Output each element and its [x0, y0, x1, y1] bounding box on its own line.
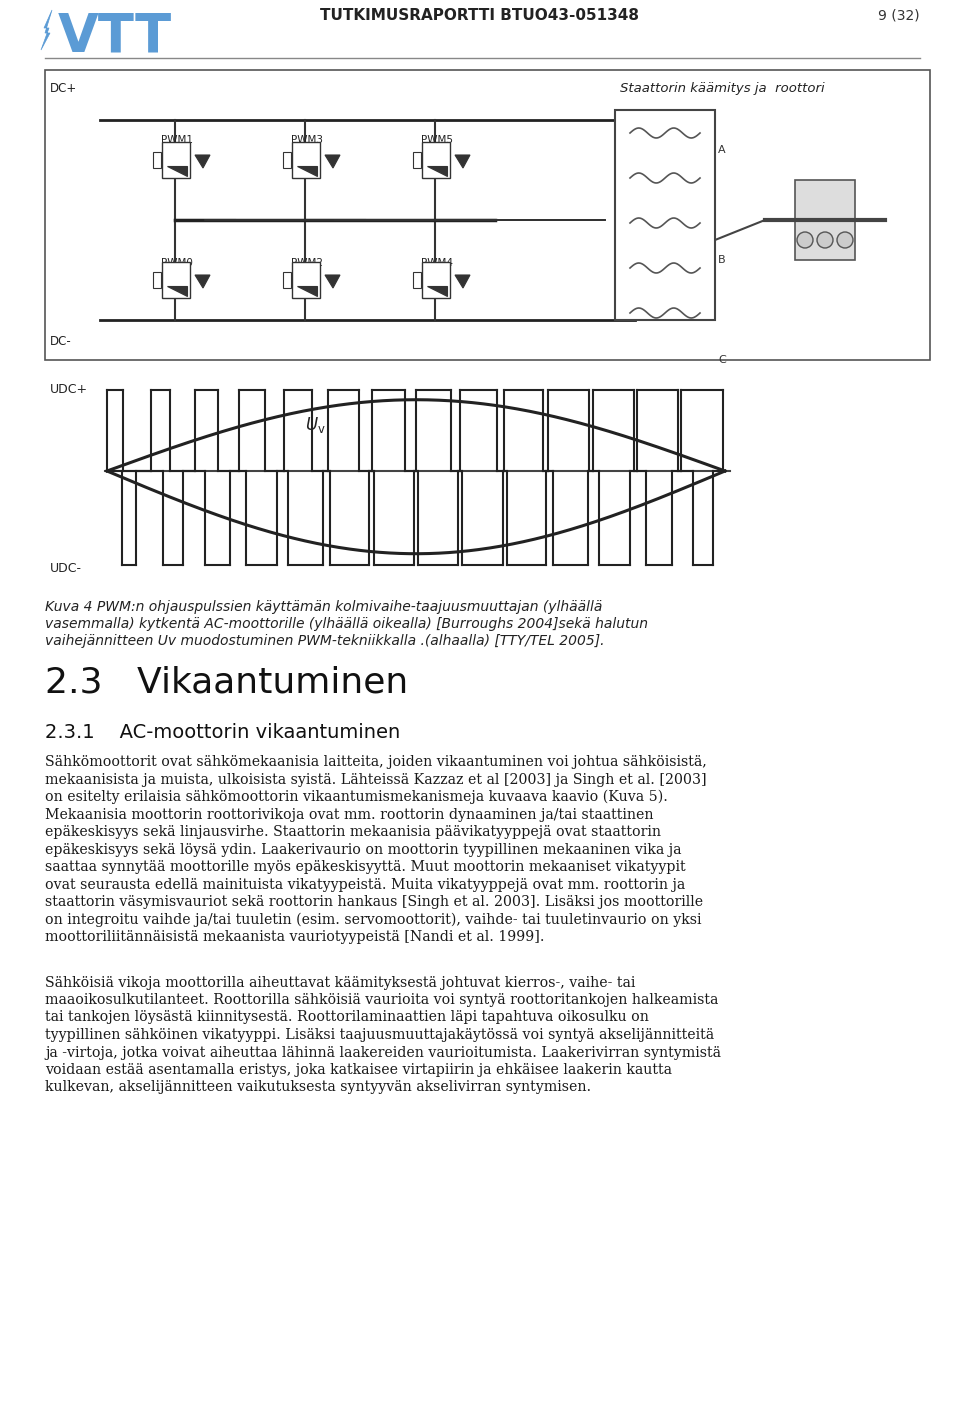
Bar [422, 262, 450, 298]
Polygon shape [455, 275, 470, 288]
Text: saattaa synnytää moottorille myös epäkeskisyyttä. Muut moottorin mekaaniset vika: saattaa synnytää moottorille myös epäkes… [45, 861, 685, 874]
Bar [153, 152, 161, 168]
Text: vasemmalla) kytkentä AC-moottorille (ylhäällä oikealla) [Burroughs 2004]sekä hal: vasemmalla) kytkentä AC-moottorille (ylh… [45, 617, 648, 631]
Polygon shape [167, 165, 187, 177]
Bar [615, 110, 715, 321]
Bar [292, 142, 320, 178]
Text: on esitelty erilaisia sähkömoottorin vikaantumismekanismeja kuvaava kaavio (Kuva: on esitelty erilaisia sähkömoottorin vik… [45, 789, 668, 804]
Text: Mekaanisia moottorin roottorivikoja ovat mm. roottorin dynaaminen ja/tai staatti: Mekaanisia moottorin roottorivikoja ovat… [45, 808, 654, 821]
Text: ja -virtoja, jotka voivat aiheuttaa lähinnä laakereiden vaurioitumista. Laakeriv: ja -virtoja, jotka voivat aiheuttaa lähi… [45, 1046, 721, 1060]
Text: $U_\mathrm{v}$: $U_\mathrm{v}$ [304, 415, 325, 435]
Text: tyypillinen sähköinen vikatyyppi. Lisäksi taajuusmuuttajakäytössä voi syntyä aks: tyypillinen sähköinen vikatyyppi. Lisäks… [45, 1027, 714, 1042]
Text: Sähköisiä vikoja moottorilla aiheuttavat käämityksestä johtuvat kierros-, vaihe-: Sähköisiä vikoja moottorilla aiheuttavat… [45, 976, 636, 989]
Text: B: B [718, 255, 726, 265]
Text: ovat seurausta edellä mainituista vikatyypeistä. Muita vikatyyppejä ovat mm. roo: ovat seurausta edellä mainituista vikaty… [45, 878, 685, 892]
Text: Sähkömoottorit ovat sähkömekaanisia laitteita, joiden vikaantuminen voi johtua s: Sähkömoottorit ovat sähkömekaanisia lait… [45, 755, 707, 770]
Bar [162, 142, 190, 178]
Text: PWM4: PWM4 [421, 258, 453, 268]
Bar [153, 272, 161, 288]
Polygon shape [325, 155, 340, 168]
Bar [422, 142, 450, 178]
Bar [162, 262, 190, 298]
Polygon shape [297, 165, 317, 177]
Text: Staattorin käämitys ja  roottori: Staattorin käämitys ja roottori [620, 83, 825, 95]
Text: epäkeskisyys sekä löysä ydin. Laakerivaurio on moottorin tyypillinen mekaaninen : epäkeskisyys sekä löysä ydin. Laakerivau… [45, 842, 682, 856]
Text: VTT: VTT [58, 10, 172, 63]
Bar [283, 152, 291, 168]
Bar [413, 272, 421, 288]
Polygon shape [195, 275, 210, 288]
Text: moottoriliitännäisistä mekaanista vauriotyypeistä [Nandi et al. 1999].: moottoriliitännäisistä mekaanista vaurio… [45, 931, 544, 943]
Text: tai tankojen löysästä kiinnitysestä. Roottorilaminaattien läpi tapahtuva oikosul: tai tankojen löysästä kiinnitysestä. Roo… [45, 1010, 649, 1025]
Text: PWM2: PWM2 [291, 258, 323, 268]
Polygon shape [297, 286, 317, 296]
Polygon shape [195, 155, 210, 168]
Text: TUTKIMUSRAPORTTI BTUO43-051348: TUTKIMUSRAPORTTI BTUO43-051348 [321, 9, 639, 23]
Text: maaoikosulkutilanteet. Roottorilla sähköisiä vaurioita voi syntyä roottoritankoj: maaoikosulkutilanteet. Roottorilla sähkö… [45, 993, 718, 1007]
Text: Kuva 4 PWM:n ohjauspulssien käyttämän kolmivaihe-taajuusmuuttajan (ylhäällä: Kuva 4 PWM:n ohjauspulssien käyttämän ko… [45, 600, 602, 614]
Text: UDC+: UDC+ [50, 383, 88, 396]
Bar [45, 70, 930, 361]
Text: mekaanisista ja muista, ulkoisista syistä. Lähteissä Kazzaz et al [2003] ja Sing: mekaanisista ja muista, ulkoisista syist… [45, 772, 707, 787]
Text: PWM3: PWM3 [291, 135, 323, 145]
Bar [413, 152, 421, 168]
Text: staattorin väsymisvauriot sekä roottorin hankaus [Singh et al. 2003]. Lisäksi jo: staattorin väsymisvauriot sekä roottorin… [45, 895, 703, 909]
Text: PWM0: PWM0 [161, 258, 193, 268]
Text: voidaan estää asentamalla eristys, joka katkaisee virtapiirin ja ehkäisee laaker: voidaan estää asentamalla eristys, joka … [45, 1063, 672, 1077]
Text: vaihejännitteen Uv muodostuminen PWM-tekniikkalla .(alhaalla) [TTY/TEL 2005].: vaihejännitteen Uv muodostuminen PWM-tek… [45, 634, 605, 648]
Polygon shape [427, 286, 447, 296]
Bar [795, 180, 855, 259]
Text: DC+: DC+ [50, 83, 77, 95]
Text: C: C [718, 355, 726, 365]
Text: PWM5: PWM5 [421, 135, 453, 145]
Text: A: A [718, 145, 726, 155]
Text: PWM1: PWM1 [161, 135, 193, 145]
Polygon shape [167, 286, 187, 296]
Text: epäkeskisyys sekä linjausvirhe. Staattorin mekaanisia päävikatyyppejä ovat staat: epäkeskisyys sekä linjausvirhe. Staattor… [45, 825, 661, 839]
Text: 9 (32): 9 (32) [878, 9, 920, 21]
Circle shape [797, 232, 813, 248]
Text: UDC-: UDC- [50, 561, 82, 576]
Circle shape [817, 232, 833, 248]
Text: 2.3   Vikaantuminen: 2.3 Vikaantuminen [45, 665, 408, 700]
Polygon shape [455, 155, 470, 168]
Text: DC-: DC- [50, 335, 72, 348]
Text: 2.3.1    AC-moottorin vikaantuminen: 2.3.1 AC-moottorin vikaantuminen [45, 722, 400, 742]
Circle shape [837, 232, 853, 248]
Polygon shape [325, 275, 340, 288]
Bar [283, 272, 291, 288]
PathPatch shape [41, 10, 52, 50]
Text: kulkevan, akselijännitteen vaikutuksesta syntyyvän akselivirran syntymisen.: kulkevan, akselijännitteen vaikutuksesta… [45, 1080, 591, 1094]
Bar [292, 262, 320, 298]
Polygon shape [427, 165, 447, 177]
Text: on integroitu vaihde ja/tai tuuletin (esim. servomoottorit), vaihde- tai tuuleti: on integroitu vaihde ja/tai tuuletin (es… [45, 912, 702, 926]
